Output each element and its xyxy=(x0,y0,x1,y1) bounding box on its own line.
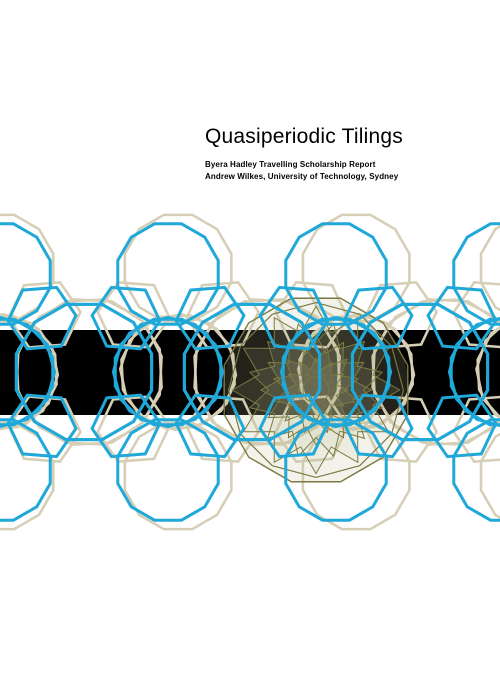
blue-lattice xyxy=(0,0,500,700)
cover-page: Quasiperiodic Tilings Byera Hadley Trave… xyxy=(0,0,500,700)
sidebar-stub xyxy=(494,0,500,45)
